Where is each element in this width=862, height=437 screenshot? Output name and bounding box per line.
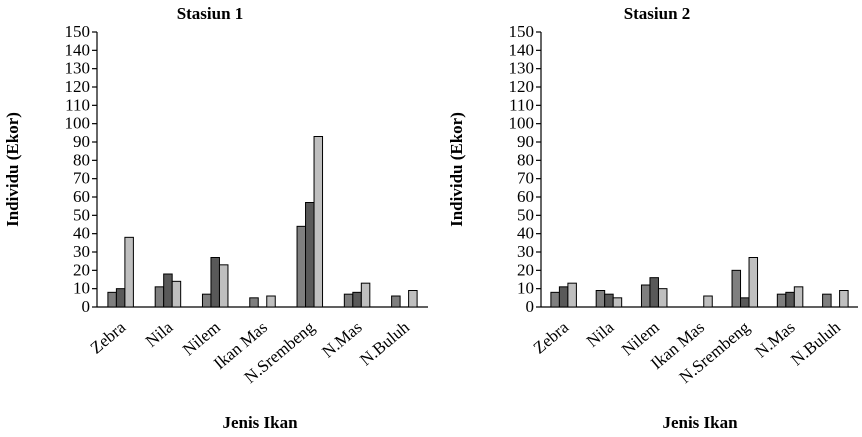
y-tick-label: 100 <box>509 114 535 133</box>
bar <box>163 273 173 308</box>
chart-panel-1: Stasiun 1 Individu (Ekor) Jenis Ikan 010203… <box>3 4 428 432</box>
y-tick-label: 140 <box>509 40 535 59</box>
bar <box>604 293 614 308</box>
y-tick-label: 70 <box>73 169 90 188</box>
y-tick-label: 130 <box>65 59 91 78</box>
x-tick-label: Nila <box>142 317 177 351</box>
x-tick-label: Zebra <box>87 317 130 357</box>
x-tick-label: Nila <box>583 317 618 351</box>
bar <box>793 286 804 308</box>
x-axis-label: Jenis Ikan <box>222 413 298 432</box>
bar <box>218 264 229 308</box>
chart-title: Stasiun 2 <box>624 4 691 23</box>
y-tick-label: 150 <box>509 22 535 41</box>
bar <box>550 291 560 308</box>
y-tick-label: 80 <box>517 150 534 169</box>
bar <box>731 269 742 308</box>
bar <box>748 257 759 308</box>
bar <box>249 297 259 308</box>
bar <box>649 277 659 308</box>
bar <box>210 257 220 308</box>
bar <box>391 295 401 308</box>
y-tick-label: 80 <box>73 150 90 169</box>
bar <box>201 293 212 308</box>
y-tick-label: 0 <box>82 297 91 316</box>
y-tick-label: 110 <box>65 95 90 114</box>
y-tick-label: 50 <box>517 205 534 224</box>
y-tick-label: 120 <box>509 77 535 96</box>
chart-title: Stasiun 1 <box>177 4 244 23</box>
y-tick-label: 60 <box>73 187 90 206</box>
y-tick-label: 90 <box>73 132 90 151</box>
bar <box>171 280 182 308</box>
x-tick-label: Zebra <box>530 317 573 357</box>
bar <box>107 291 117 308</box>
y-tick-label: 150 <box>65 22 91 41</box>
y-tick-label: 40 <box>517 224 534 243</box>
bar <box>595 290 606 308</box>
y-tick-label: 70 <box>517 169 534 188</box>
bar <box>305 202 315 308</box>
bar <box>352 291 362 308</box>
bar <box>360 282 371 308</box>
y-tick-label: 50 <box>73 205 90 224</box>
y-tick-label: 120 <box>65 77 91 96</box>
bar <box>640 284 651 308</box>
y-tick-label: 30 <box>517 242 534 261</box>
bar <box>296 225 307 308</box>
x-axis-label: Jenis Ikan <box>662 413 738 432</box>
y-tick-label: 100 <box>65 114 91 133</box>
bar <box>785 291 795 308</box>
y-tick-label: 30 <box>73 242 90 261</box>
bar <box>740 297 750 308</box>
bar <box>776 293 787 308</box>
y-tick-label: 140 <box>65 40 91 59</box>
bar <box>408 290 418 308</box>
y-tick-label: 20 <box>73 260 90 279</box>
bar <box>657 288 668 308</box>
x-tick-label: N.Buluh <box>356 317 413 369</box>
y-tick-label: 90 <box>517 132 534 151</box>
x-tick-label: N.Buluh <box>787 317 844 369</box>
bar <box>839 290 849 308</box>
bar <box>822 293 832 308</box>
y-axis-label: Individu (Ekor) <box>3 112 22 227</box>
bar <box>313 136 324 308</box>
bar <box>343 293 354 308</box>
y-tick-label: 0 <box>526 297 535 316</box>
bar <box>154 286 165 308</box>
y-tick-label: 10 <box>73 279 90 298</box>
y-tick-label: 60 <box>517 187 534 206</box>
y-tick-label: 10 <box>517 279 534 298</box>
bar <box>266 295 276 308</box>
bar <box>124 236 134 308</box>
y-tick-label: 20 <box>517 260 534 279</box>
bar <box>115 288 126 308</box>
y-tick-label: 110 <box>509 95 534 114</box>
y-tick-label: 40 <box>73 224 90 243</box>
y-tick-label: 130 <box>509 59 535 78</box>
bar <box>567 282 577 308</box>
y-axis-label: Individu (Ekor) <box>447 112 466 227</box>
chart-panel-2: Stasiun 2 Individu (Ekor) Jenis Ikan 010203… <box>447 4 858 432</box>
bar <box>558 286 569 308</box>
bar <box>612 297 623 308</box>
bar <box>703 295 713 308</box>
